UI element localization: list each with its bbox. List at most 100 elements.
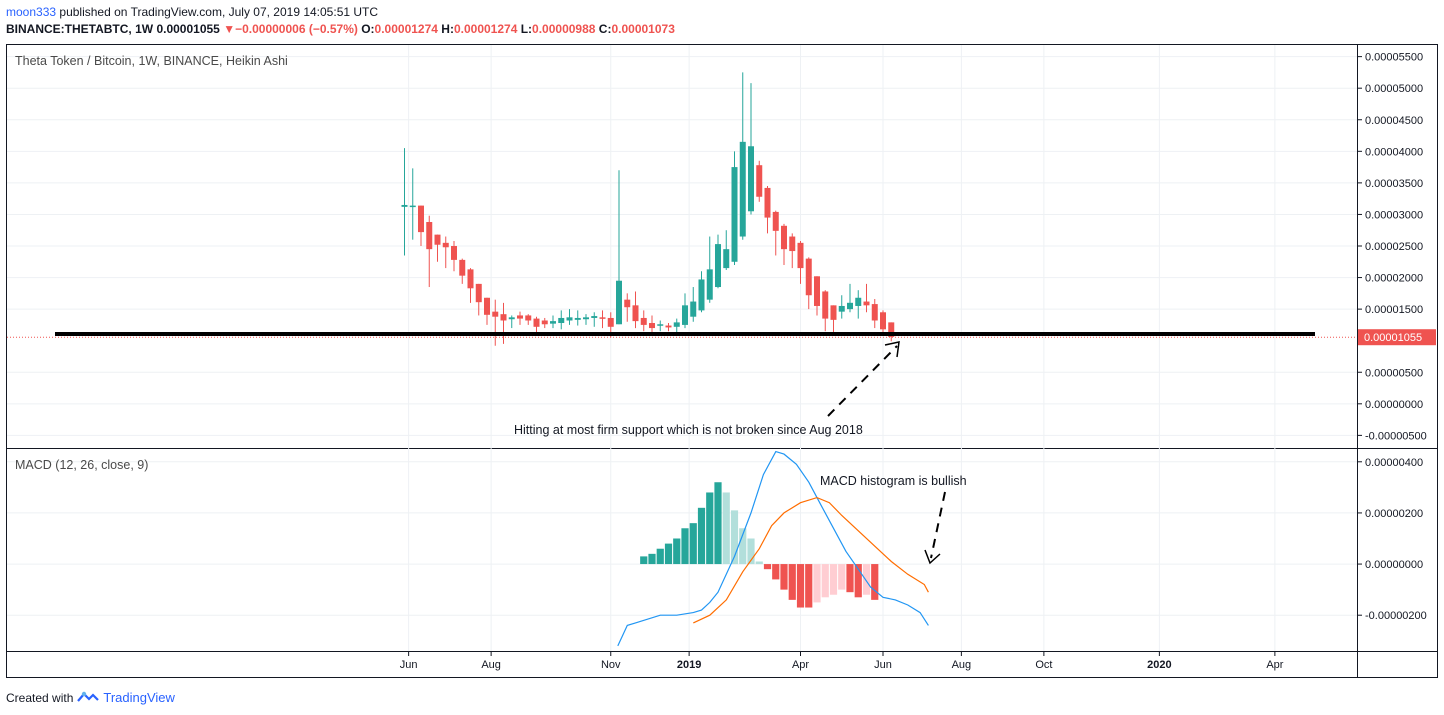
- candle-body: [616, 280, 622, 325]
- histogram-bar: [714, 482, 722, 565]
- time-tick-label: Jun: [400, 659, 418, 671]
- macd-tick-label: -0.00000200: [1365, 610, 1427, 622]
- tradingview-logo-icon[interactable]: [77, 691, 100, 704]
- histogram-bar: [739, 528, 747, 565]
- high-label: H:: [441, 22, 454, 36]
- price-tick-label: 0.00004000: [1365, 146, 1423, 158]
- histogram-bar: [747, 538, 755, 565]
- candle-body: [698, 279, 705, 311]
- candle-body: [500, 314, 507, 321]
- high-value: 0.00001274: [453, 22, 518, 36]
- price-tick-label: 0.00005500: [1365, 52, 1423, 64]
- price-tick-label: 0.00000500: [1365, 367, 1423, 379]
- candle-body: [863, 301, 870, 306]
- candle-body: [797, 242, 804, 269]
- price-tick-label: 0.00002000: [1365, 273, 1423, 285]
- histogram-bar: [640, 556, 648, 565]
- candle-body: [822, 291, 829, 319]
- histogram-bar: [780, 564, 788, 590]
- candle-body: [706, 269, 713, 300]
- histogram-bar: [664, 543, 673, 565]
- main-pane-title: Theta Token / Bitcoin, 1W, BINANCE, Heik…: [15, 54, 288, 68]
- axes: 0.00005500 0.00005000 0.00004500 0.00004000…: [400, 52, 1436, 671]
- support-annotation: Hitting at most firm support which is no…: [514, 423, 863, 437]
- chart-frame: [6, 44, 1438, 678]
- grid: [7, 45, 1357, 651]
- candle-body: [871, 304, 878, 321]
- time-tick-label: Oct: [1035, 659, 1052, 671]
- price-tick-label: 0.00002500: [1365, 241, 1423, 253]
- time-tick-label: Aug: [952, 659, 972, 671]
- candle-body: [442, 242, 449, 248]
- candle-body: [739, 141, 746, 237]
- candle-body: [434, 234, 441, 245]
- histogram-bar: [697, 507, 706, 565]
- candle-body: [525, 315, 532, 321]
- time-tick-label: Jun: [874, 659, 892, 671]
- footer: Created with TradingView: [6, 690, 175, 705]
- close-label: C:: [598, 22, 612, 36]
- candle-body: [632, 305, 639, 322]
- candle-body: [574, 317, 581, 320]
- price-tick-label: -0.00000500: [1365, 430, 1427, 442]
- candle-body: [541, 320, 548, 325]
- candle-body: [649, 323, 655, 329]
- candle-body: [508, 317, 515, 320]
- candle-body: [409, 205, 416, 208]
- price-tick-label: 0.00003500: [1365, 178, 1423, 190]
- candle-body: [517, 315, 523, 319]
- histogram-bar: [838, 564, 846, 590]
- close-value: 0.00001073: [611, 22, 675, 36]
- publish-info: published on TradingView.com, July 07, 2…: [59, 5, 379, 19]
- last-price-badge-label: 0.00001055: [1364, 332, 1422, 344]
- histogram-bar: [722, 492, 730, 565]
- candle-body: [418, 205, 424, 233]
- histogram-bar: [730, 510, 739, 565]
- symbol-line: BINANCE:THETABTC, 1W 0.00001055 ▼−0.0000…: [6, 22, 675, 36]
- histogram-bar: [681, 528, 689, 565]
- time-tick-label: Apr: [1266, 659, 1283, 671]
- candle-body: [838, 305, 845, 312]
- macd-line: [617, 450, 929, 647]
- candle-body: [888, 322, 895, 337]
- histogram-bar: [796, 564, 805, 608]
- candle-body: [880, 312, 886, 330]
- candle-body: [566, 317, 573, 321]
- time-tick-label: 2020: [1147, 659, 1171, 671]
- low-value: 0.00000988: [532, 22, 596, 36]
- chart-area[interactable]: 0.00005500 0.00005000 0.00004500 0.00004000…: [0, 0, 1444, 680]
- histogram-bar: [788, 564, 796, 600]
- publish-line: moon333 published on TradingView.com, Ju…: [6, 5, 378, 19]
- candles: [401, 72, 895, 346]
- macd-tick-label: 0.00000400: [1365, 457, 1423, 469]
- histogram-bar: [755, 561, 763, 565]
- low-label: L:: [520, 22, 533, 36]
- support-arrow-shaft: [827, 345, 898, 417]
- price-tick-label: 0.00003000: [1365, 209, 1423, 221]
- histogram-bar: [648, 553, 656, 565]
- candle-body: [599, 317, 606, 319]
- candle-body: [673, 322, 680, 327]
- tradingview-brand[interactable]: TradingView: [103, 690, 175, 705]
- candle-body: [492, 311, 499, 317]
- histogram-bar: [673, 538, 681, 565]
- signal-line: [693, 496, 929, 624]
- author-name[interactable]: moon333: [6, 5, 57, 19]
- candle-body: [591, 316, 598, 318]
- candle-body: [665, 325, 672, 328]
- candle-body: [558, 317, 565, 324]
- last-price-badge: [1358, 329, 1436, 346]
- down-arrow-icon: ▼: [223, 22, 236, 36]
- time-tick-label: Nov: [601, 659, 621, 671]
- histogram-bar: [805, 564, 813, 608]
- histogram-bar: [689, 523, 697, 565]
- candle-body: [772, 211, 779, 231]
- histogram-bar: [821, 564, 829, 598]
- macd-arrow-head: [924, 549, 941, 565]
- price-tick-label: 0.00001500: [1365, 304, 1423, 316]
- histogram-bar: [846, 564, 854, 593]
- candle-body: [748, 146, 754, 212]
- candle-body: [682, 305, 688, 325]
- candle-body: [756, 165, 763, 197]
- candle-body: [731, 167, 738, 262]
